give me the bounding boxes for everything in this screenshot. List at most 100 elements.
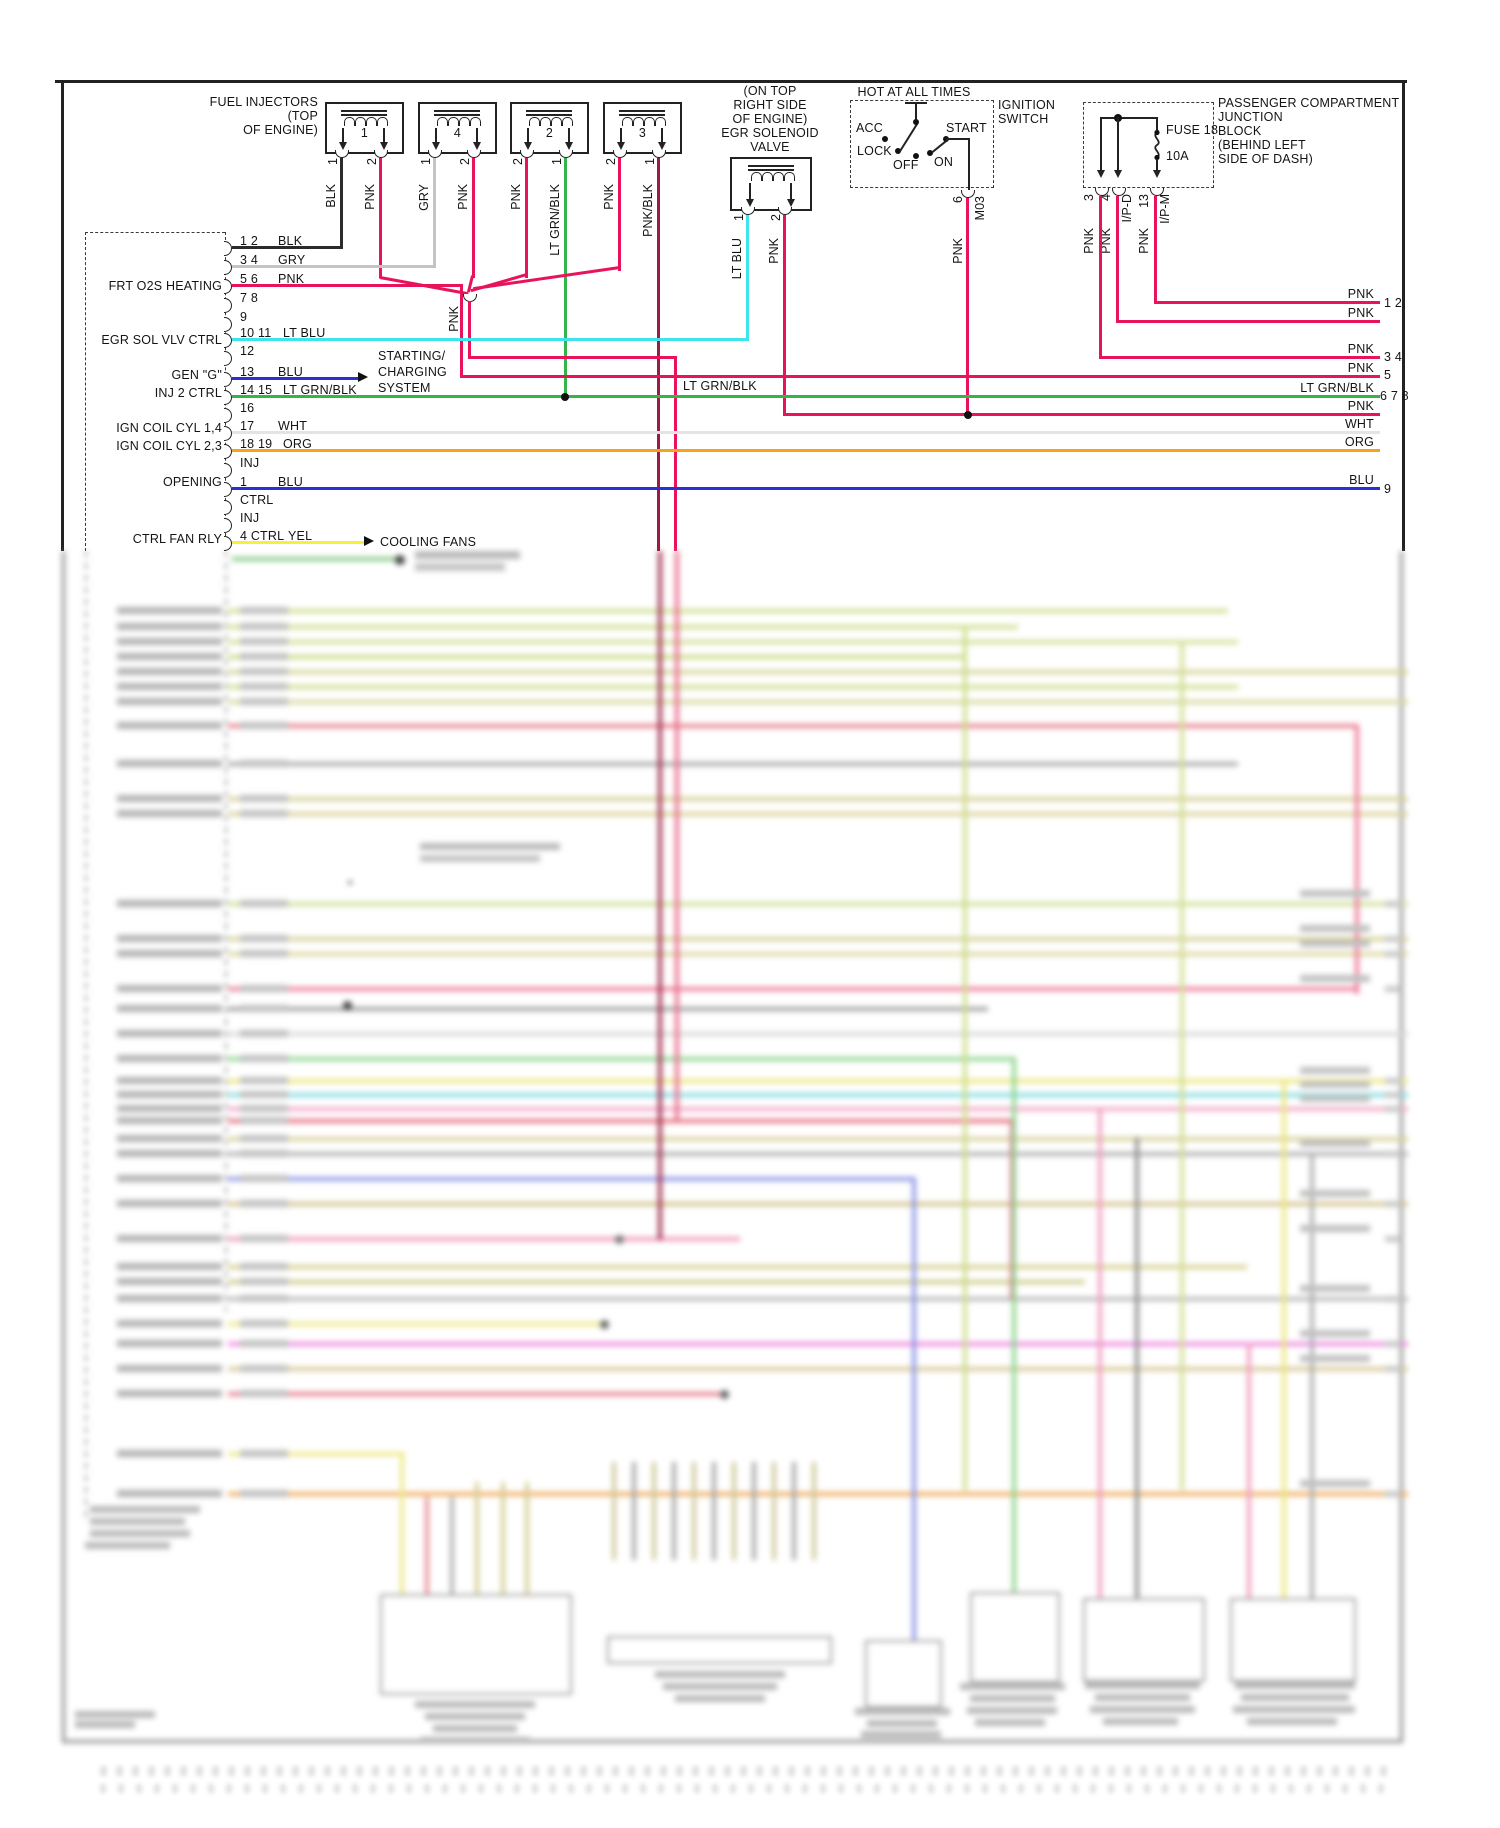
pcm-function-label: INJ 2 CTRL bbox=[154, 386, 222, 400]
pcm-wire-color: ORG bbox=[283, 437, 313, 451]
egr-title-line1: (ON TOP bbox=[743, 84, 797, 98]
blurred-shape bbox=[1385, 901, 1401, 907]
junction-dot bbox=[964, 411, 972, 419]
connector-pin-icon bbox=[224, 426, 232, 441]
junction-title-line1: PASSENGER COMPARTMENT bbox=[1218, 96, 1400, 110]
wire-color-label: PNK bbox=[1347, 306, 1374, 320]
blurred-shape bbox=[228, 700, 1408, 704]
blurred-shape bbox=[117, 1135, 222, 1142]
blurred-shape bbox=[228, 1367, 1408, 1371]
blurred-shape bbox=[240, 810, 288, 817]
connector-pin-icon bbox=[224, 482, 232, 497]
blurred-shape bbox=[62, 1740, 1403, 1743]
blurred-shape bbox=[425, 1713, 525, 1720]
wire bbox=[618, 158, 621, 271]
pin-id: I/P-D bbox=[1120, 194, 1134, 223]
blurred-shape bbox=[675, 1695, 765, 1702]
blurred-shape bbox=[117, 1150, 222, 1157]
wire-color-label: PNK bbox=[1347, 342, 1374, 356]
blurred-shape bbox=[228, 987, 1355, 991]
blurred-shape bbox=[612, 1462, 616, 1560]
blurred-shape bbox=[240, 1135, 288, 1142]
connector-pin-icon bbox=[613, 150, 627, 158]
blurred-shape bbox=[425, 1497, 429, 1594]
wire-color-label: PNK bbox=[456, 184, 470, 210]
blurred-shape bbox=[855, 1708, 950, 1715]
blurred-shape bbox=[240, 638, 288, 645]
connector-pin-icon bbox=[652, 150, 666, 158]
blurred-shape bbox=[975, 1719, 1045, 1726]
blurred-shape bbox=[228, 1093, 1408, 1097]
blurred-shape bbox=[672, 1462, 676, 1560]
blurred-shape bbox=[228, 609, 1228, 613]
blurred-shape bbox=[450, 1497, 454, 1594]
wire-color-label: PNK bbox=[602, 184, 616, 210]
blurred-shape bbox=[240, 1340, 288, 1347]
offpage-arrow-icon bbox=[358, 372, 368, 382]
offpage-ref-number: 9 bbox=[1384, 482, 1392, 496]
pin-number: 1 bbox=[643, 158, 657, 165]
connector-pin-icon bbox=[224, 372, 232, 387]
blurred-shape bbox=[1385, 986, 1401, 992]
junction-title-line5: SIDE OF DASH) bbox=[1218, 152, 1313, 166]
blurred-shape bbox=[420, 855, 540, 862]
wire bbox=[468, 301, 471, 359]
blurred-shape bbox=[240, 623, 288, 630]
blurred-shape bbox=[117, 1490, 222, 1497]
blurred-shape bbox=[912, 1177, 916, 1640]
blurred-shape bbox=[85, 551, 87, 1521]
blurred-shape bbox=[380, 1594, 572, 1695]
blurred-shape bbox=[228, 625, 1018, 629]
switch-contact bbox=[913, 153, 919, 159]
blurred-shape bbox=[632, 1462, 636, 1560]
pcm-pin: 1 2 bbox=[240, 234, 258, 248]
blurred-shape bbox=[117, 1030, 222, 1037]
blurred-shape bbox=[240, 1450, 288, 1457]
blurred-shape bbox=[228, 1177, 912, 1181]
pin-number: 2 bbox=[511, 158, 525, 165]
pcm-pin: 9 bbox=[240, 310, 248, 324]
blurred-shape bbox=[240, 985, 288, 992]
blurred-shape bbox=[240, 1200, 288, 1207]
offpage-ref-number: 3 4 bbox=[1384, 350, 1402, 364]
blurred-shape bbox=[970, 1695, 1055, 1702]
blurred-shape bbox=[1103, 1718, 1178, 1725]
wire bbox=[674, 356, 677, 551]
wire bbox=[1099, 356, 1380, 359]
blurred-shape bbox=[228, 1492, 1408, 1496]
blurred-shape bbox=[240, 1105, 288, 1112]
pcm-pin: INJ bbox=[240, 511, 260, 525]
blurred-shape bbox=[675, 551, 679, 1119]
blurred-shape bbox=[1385, 1296, 1401, 1302]
connector-pin-icon bbox=[224, 351, 232, 366]
blurred-shape bbox=[117, 698, 222, 705]
blurred-shape bbox=[525, 1482, 529, 1594]
junction-title-line3: BLOCK bbox=[1218, 124, 1262, 138]
blurred-shape bbox=[117, 1295, 222, 1302]
blurred-shape bbox=[1300, 975, 1370, 982]
blurred-shape bbox=[1385, 936, 1401, 942]
blurred-shape bbox=[1385, 951, 1401, 957]
pcm-pin: CTRL bbox=[240, 493, 274, 507]
blurred-shape bbox=[228, 1119, 1010, 1123]
wire bbox=[657, 158, 660, 551]
switch-wire bbox=[946, 138, 970, 140]
pin-number: 3 bbox=[1082, 194, 1096, 201]
pcm-function-label: IGN COIL CYL 1,4 bbox=[116, 421, 222, 435]
wire bbox=[564, 158, 567, 397]
connector-pin-icon bbox=[224, 408, 232, 423]
blurred-shape bbox=[1300, 1225, 1370, 1232]
fuse-icon bbox=[1154, 130, 1160, 160]
blurred-shape bbox=[228, 1322, 600, 1326]
wire-color-label: PNK/BLK bbox=[641, 184, 655, 237]
blurred-shape bbox=[240, 1263, 288, 1270]
switch-contact bbox=[927, 150, 933, 156]
blurred-shape bbox=[240, 1091, 288, 1098]
blurred-shape bbox=[228, 1237, 740, 1241]
offpage-ref-number: 6 7 8 bbox=[1380, 389, 1409, 403]
blurred-shape bbox=[228, 1107, 1408, 1111]
egr-title-line5: VALVE bbox=[750, 140, 790, 154]
wire-color-label: LT GRN/BLK bbox=[683, 379, 757, 393]
blurred-shape bbox=[228, 1342, 1408, 1346]
